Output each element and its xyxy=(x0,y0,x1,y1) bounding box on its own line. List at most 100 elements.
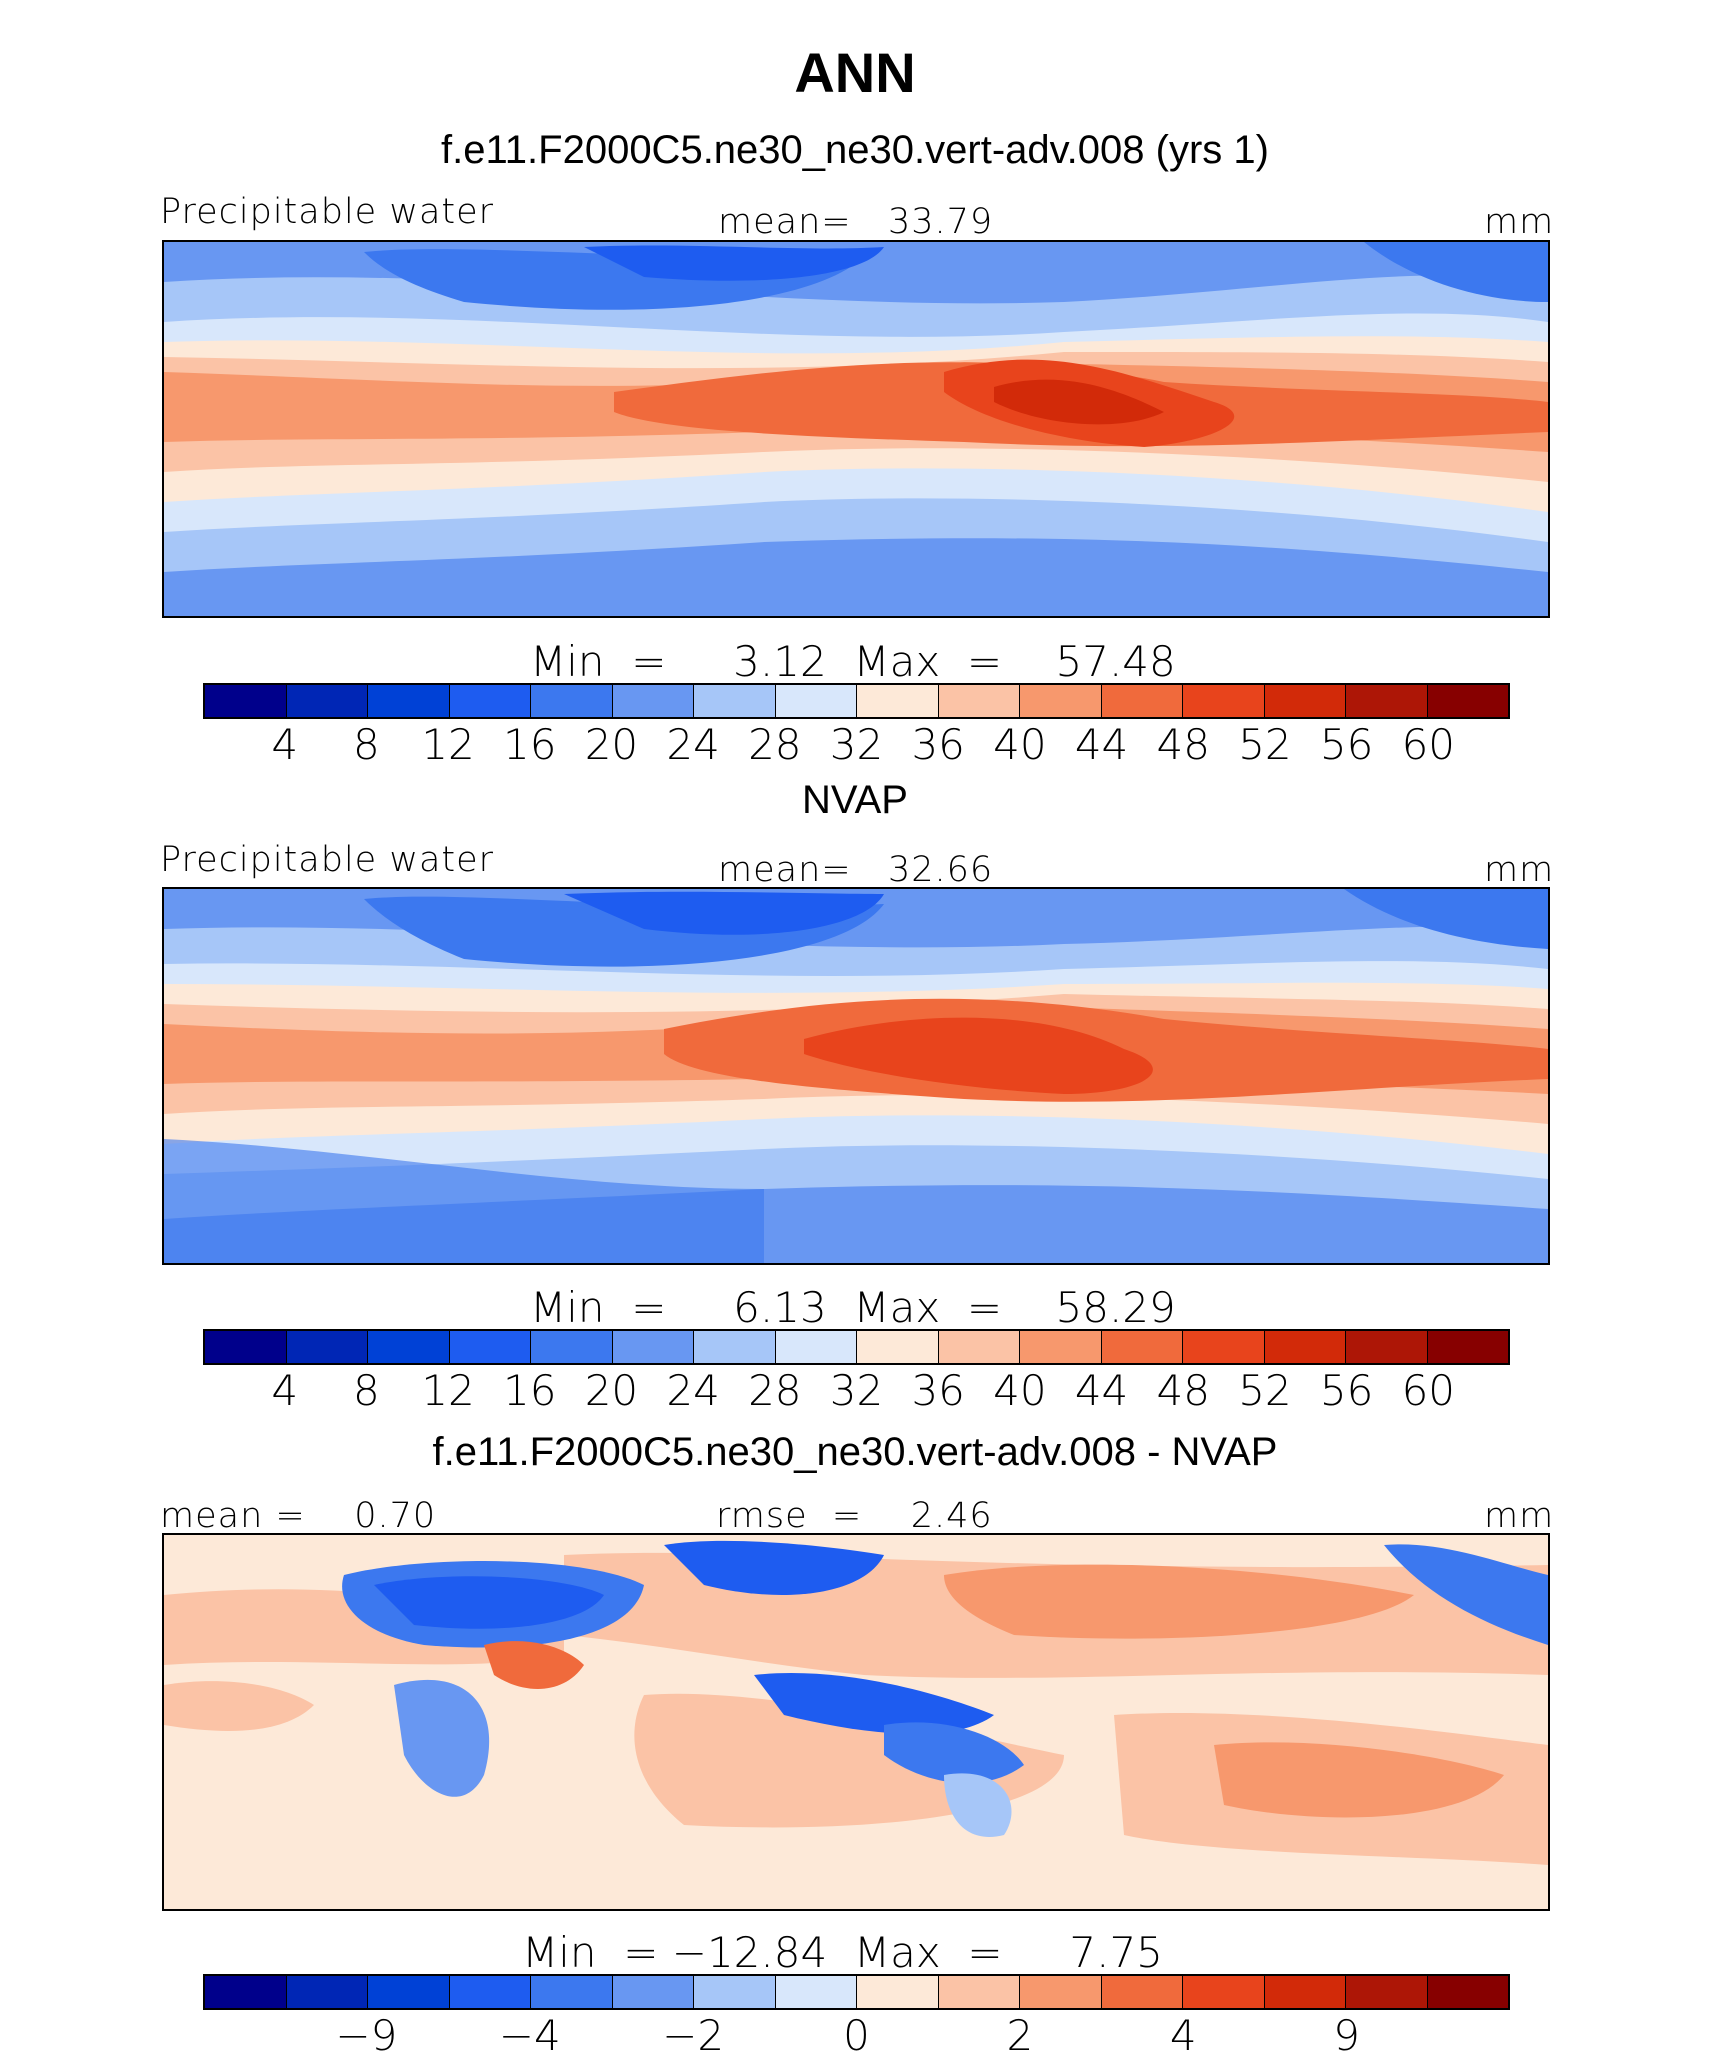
panel-3-map xyxy=(162,1533,1550,1911)
colorbar-swatch xyxy=(205,685,287,717)
colorbar-tick: 44 xyxy=(1074,1366,1129,1415)
colorbar-swatch xyxy=(1346,1331,1428,1363)
colorbar-tick: 32 xyxy=(829,1366,884,1415)
colorbar-swatch xyxy=(1264,1331,1346,1363)
colorbar-tick: 2 xyxy=(1006,2011,1034,2060)
colorbar-tick: 24 xyxy=(666,720,720,769)
panel-3-rmse-label: rmse = 2.46 xyxy=(716,1496,993,1536)
colorbar-swatch xyxy=(857,685,939,717)
colorbar-tick: 32 xyxy=(829,720,884,769)
colorbar-swatch xyxy=(1183,1331,1265,1363)
colorbar-tick: −4 xyxy=(498,2011,561,2060)
colorbar-tick: −2 xyxy=(662,2011,725,2060)
colorbar-swatch xyxy=(368,685,450,717)
colorbar-swatch xyxy=(938,685,1020,717)
colorbar-swatch xyxy=(449,685,531,717)
colorbar-swatch xyxy=(286,685,368,717)
colorbar-swatch xyxy=(531,1976,613,2008)
colorbar-swatch xyxy=(531,685,613,717)
colorbar-swatch xyxy=(286,1331,368,1363)
colorbar-swatch xyxy=(1427,685,1508,717)
colorbar-swatch xyxy=(775,685,857,717)
colorbar-swatch xyxy=(1101,1976,1183,2008)
panel-1-map xyxy=(162,240,1550,618)
panel-3-mean-label: mean = 0.70 xyxy=(160,1496,437,1536)
colorbar-swatch xyxy=(1346,685,1428,717)
colorbar-tick: 12 xyxy=(421,1366,475,1415)
colorbar-tick: 44 xyxy=(1074,720,1129,769)
colorbar-tick: 60 xyxy=(1401,1366,1456,1415)
panel-2-map xyxy=(162,887,1550,1265)
colorbar-tick: 40 xyxy=(993,1366,1047,1415)
colorbar-swatch xyxy=(612,685,694,717)
colorbar-swatch xyxy=(694,1976,776,2008)
colorbar-swatch xyxy=(857,1976,939,2008)
panel-3-colorbar-ticks: −9 −4 −2 0 2 4 9 xyxy=(203,2011,1510,2061)
colorbar-swatch xyxy=(694,1331,776,1363)
panel-3-min-max: Min = −12.84 Max = 7.75 xyxy=(522,1928,1163,1977)
colorbar-tick: 4 xyxy=(271,1366,299,1415)
main-title: ANN xyxy=(794,41,916,104)
colorbar-swatch xyxy=(1427,1976,1508,2008)
colorbar-tick: 48 xyxy=(1156,720,1210,769)
colorbar-swatch xyxy=(449,1976,531,2008)
colorbar-swatch xyxy=(1183,1976,1265,2008)
colorbar-swatch xyxy=(1020,1976,1102,2008)
colorbar-tick: 56 xyxy=(1319,1366,1374,1415)
colorbar-swatch xyxy=(938,1976,1020,2008)
colorbar-tick: 28 xyxy=(748,720,802,769)
panel-3-title: f.e11.F2000C5.ne30_ne30.vert-adv.008 - N… xyxy=(432,1430,1278,1474)
panel-1-colorbar-ticks: 4 8 12 16 20 24 28 32 36 40 44 48 52 56 … xyxy=(203,720,1510,770)
colorbar-swatch xyxy=(531,1331,613,1363)
colorbar-tick: 56 xyxy=(1319,720,1374,769)
colorbar-swatch xyxy=(1427,1331,1508,1363)
colorbar-tick: 4 xyxy=(1169,2011,1197,2060)
colorbar-swatch xyxy=(449,1331,531,1363)
panel-2-min-max: Min = 6.13 Max = 58.29 xyxy=(530,1283,1176,1332)
panel-2-title: NVAP xyxy=(802,778,908,822)
colorbar-tick: 20 xyxy=(584,720,639,769)
colorbar-tick: 12 xyxy=(421,720,475,769)
colorbar-swatch xyxy=(775,1331,857,1363)
colorbar-tick: 40 xyxy=(993,720,1047,769)
panel-1-min-max: Min = 3.12 Max = 57.48 xyxy=(530,637,1176,686)
colorbar-tick: 52 xyxy=(1238,720,1292,769)
colorbar-tick: 60 xyxy=(1401,720,1456,769)
colorbar-swatch xyxy=(368,1976,450,2008)
panel-1-mean-label: mean= 33.79 xyxy=(718,202,994,242)
colorbar-tick: 4 xyxy=(271,720,299,769)
panel-1-variable-label: Precipitable water xyxy=(160,192,495,232)
colorbar-swatch xyxy=(1264,1976,1346,2008)
colorbar-swatch xyxy=(612,1976,694,2008)
colorbar-tick: 24 xyxy=(666,1366,720,1415)
colorbar-swatch xyxy=(1101,1331,1183,1363)
colorbar-tick: 9 xyxy=(1333,2011,1360,2060)
panel-2-mean-label: mean= 32.66 xyxy=(718,850,994,890)
colorbar-swatch xyxy=(1020,685,1102,717)
colorbar-swatch xyxy=(694,685,776,717)
panel-1-colorbar xyxy=(203,683,1510,719)
panel-2-colorbar xyxy=(203,1329,1510,1365)
colorbar-swatch xyxy=(612,1331,694,1363)
colorbar-tick: 20 xyxy=(584,1366,639,1415)
colorbar-tick: 36 xyxy=(911,720,965,769)
colorbar-swatch xyxy=(1101,685,1183,717)
colorbar-swatch xyxy=(1264,685,1346,717)
colorbar-tick: 8 xyxy=(353,1366,380,1415)
panel-1-title: f.e11.F2000C5.ne30_ne30.vert-adv.008 (yr… xyxy=(441,128,1269,172)
colorbar-tick: 28 xyxy=(748,1366,802,1415)
colorbar-tick: −9 xyxy=(335,2011,398,2060)
colorbar-tick: 48 xyxy=(1156,1366,1210,1415)
colorbar-swatch xyxy=(1020,1331,1102,1363)
panel-1-units-label: mm xyxy=(1484,202,1555,242)
colorbar-tick: 16 xyxy=(503,720,557,769)
colorbar-swatch xyxy=(368,1331,450,1363)
panel-2-units-label: mm xyxy=(1484,850,1555,890)
colorbar-tick: 8 xyxy=(353,720,380,769)
panel-2-variable-label: Precipitable water xyxy=(160,840,495,880)
colorbar-swatch xyxy=(1183,685,1265,717)
colorbar-tick: 36 xyxy=(911,1366,965,1415)
panel-3-units-label: mm xyxy=(1484,1496,1555,1536)
panel-3-colorbar xyxy=(203,1974,1510,2010)
colorbar-tick: 16 xyxy=(503,1366,557,1415)
